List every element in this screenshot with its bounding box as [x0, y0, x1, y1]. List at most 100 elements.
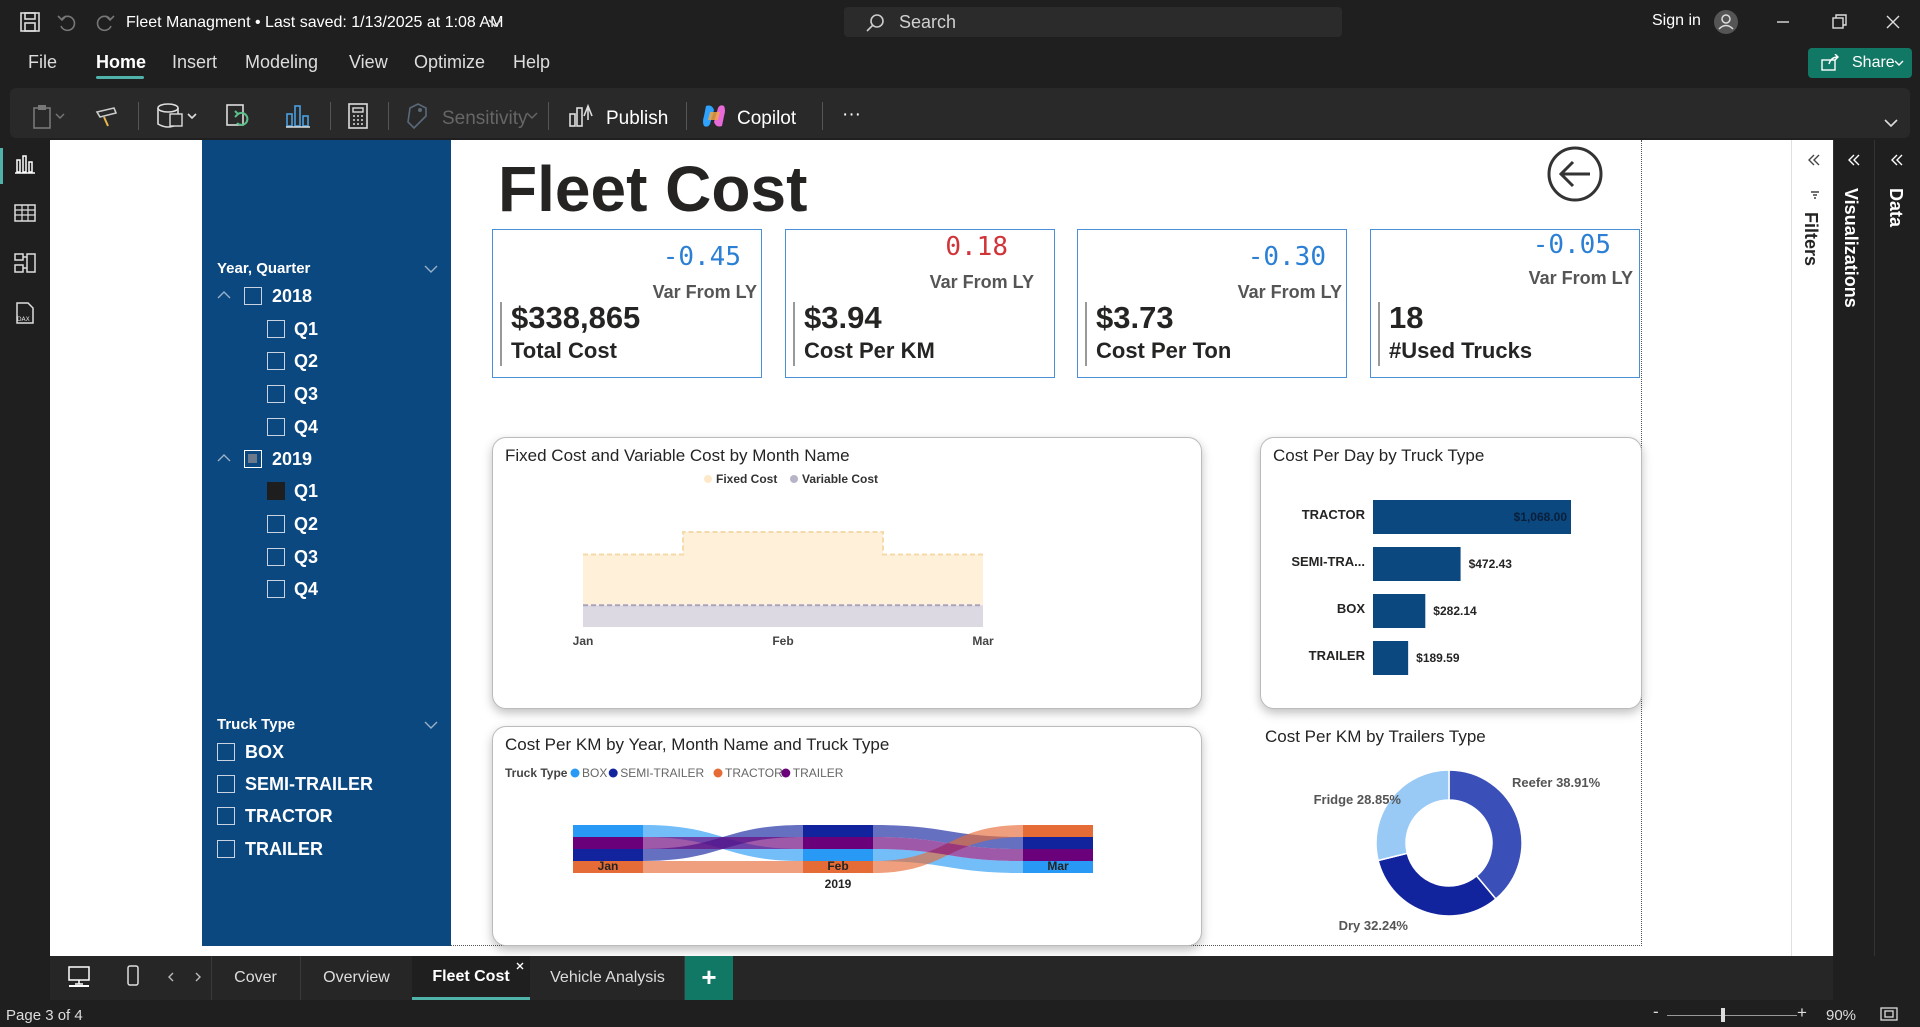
share-button[interactable]: Share: [1808, 48, 1912, 78]
checkbox-2019-q1[interactable]: [267, 482, 285, 500]
undo-icon[interactable]: [56, 11, 78, 33]
checkbox-box[interactable]: [217, 743, 235, 761]
minimize-icon[interactable]: [1772, 11, 1794, 33]
redo-icon[interactable]: [94, 11, 116, 33]
data-pane[interactable]: Data: [1874, 140, 1920, 956]
filters-pane[interactable]: Filters: [1791, 140, 1833, 956]
copilot-button[interactable]: Copilot: [737, 108, 797, 129]
visualizations-pane[interactable]: Visualizations: [1833, 140, 1873, 956]
visualizations-pane-label[interactable]: Visualizations: [1841, 188, 1861, 308]
sensitivity-button[interactable]: Sensitivity: [442, 108, 528, 129]
year-2018-label[interactable]: 2018: [272, 286, 313, 306]
report-view-icon[interactable]: [13, 152, 37, 176]
data-pane-label[interactable]: Data: [1886, 188, 1906, 228]
cost-per-day-chart[interactable]: Cost Per Day by Truck Type TRACTOR $1,068…: [1260, 437, 1642, 709]
truck-trailer-label[interactable]: TRAILER: [245, 839, 323, 859]
save-icon[interactable]: [19, 11, 41, 33]
fixed-variable-cost-chart[interactable]: Fixed Cost and Variable Cost by Month Na…: [492, 437, 1202, 709]
search-input[interactable]: Search: [844, 7, 1342, 37]
publish-button[interactable]: Publish: [606, 108, 669, 129]
refresh-icon[interactable]: [224, 102, 252, 130]
q4-2018-label[interactable]: Q4: [294, 417, 319, 437]
kpi-card-total-cost[interactable]: -0.45 Var From LY $338,865 Total Cost: [492, 229, 762, 378]
year-2019-label[interactable]: 2019: [272, 449, 313, 469]
checkbox-2019-q4[interactable]: [267, 580, 285, 598]
menu-home[interactable]: Home: [96, 52, 147, 72]
collapse-ribbon-icon[interactable]: [1884, 118, 1898, 128]
q1-2018-label[interactable]: Q1: [294, 319, 319, 339]
collapse-2019-icon[interactable]: [217, 453, 231, 463]
tab-fleet-cost[interactable]: Fleet Cost: [412, 956, 530, 1000]
menu-insert[interactable]: Insert: [172, 52, 218, 72]
tab-cover[interactable]: Cover: [211, 956, 299, 1000]
chevron-down-icon[interactable]: [424, 264, 438, 274]
truck-tractor-label[interactable]: TRACTOR: [245, 806, 333, 826]
zoom-out-button[interactable]: -: [1653, 1002, 1659, 1021]
get-data-icon[interactable]: [154, 102, 200, 130]
desktop-layout-icon[interactable]: [66, 964, 92, 988]
expand-icon[interactable]: [1808, 154, 1820, 166]
chevron-down-icon[interactable]: [424, 720, 438, 730]
table-view-icon[interactable]: [13, 201, 37, 225]
kpi-card-cost-per-km[interactable]: 0.18 Var From LY $3.94 Cost Per KM: [785, 229, 1055, 378]
new-visual-icon[interactable]: [284, 102, 312, 130]
checkbox-tractor[interactable]: [217, 807, 235, 825]
close-icon[interactable]: [1882, 11, 1904, 33]
cost-per-km-ribbon-chart[interactable]: Cost Per KM by Year, Month Name and Truc…: [492, 726, 1202, 946]
donut-chart-plot[interactable]: Reefer 38.91% Dry 32.24% Fridge 28.85%: [1260, 750, 1642, 946]
checkbox-trailer[interactable]: [217, 840, 235, 858]
chevron-down-icon[interactable]: [484, 13, 506, 35]
menu-optimize[interactable]: Optimize: [414, 52, 486, 72]
format-painter-icon[interactable]: [94, 104, 120, 130]
expand-icon[interactable]: [1848, 154, 1860, 166]
q3-2019-label[interactable]: Q3: [294, 547, 319, 567]
checkbox-2018-q1[interactable]: [267, 320, 285, 338]
zoom-slider-track[interactable]: [1667, 1015, 1797, 1016]
sign-in-link[interactable]: Sign in: [1652, 12, 1701, 29]
copilot-icon[interactable]: [700, 102, 728, 130]
checkbox-2019-q2[interactable]: [267, 515, 285, 533]
checkbox-2018-q2[interactable]: [267, 352, 285, 370]
q1-2019-label[interactable]: Q1: [294, 481, 319, 501]
truck-box-label[interactable]: BOX: [245, 742, 285, 762]
more-options-button[interactable]: ···: [842, 104, 861, 125]
zoom-level[interactable]: 90%: [1826, 1007, 1857, 1024]
checkbox-semi-trailer[interactable]: [217, 775, 235, 793]
collapse-2018-icon[interactable]: [217, 290, 231, 300]
kpi-card-cost-per-ton[interactable]: -0.30 Var From LY $3.73 Cost Per Ton: [1077, 229, 1347, 378]
checkbox-2019-q3[interactable]: [267, 548, 285, 566]
q4-2019-label[interactable]: Q4: [294, 579, 319, 599]
mobile-layout-icon[interactable]: [125, 964, 141, 988]
publish-icon[interactable]: [568, 102, 594, 130]
menu-view[interactable]: View: [349, 52, 388, 72]
zoom-slider-thumb[interactable]: [1721, 1008, 1725, 1022]
paste-icon[interactable]: [32, 104, 72, 130]
checkbox-2018[interactable]: [244, 287, 262, 305]
tab-overview[interactable]: Overview: [300, 956, 412, 1000]
fit-to-page-icon[interactable]: [1880, 1006, 1898, 1022]
q2-2018-label[interactable]: Q2: [294, 351, 319, 371]
menu-modeling[interactable]: Modeling: [245, 52, 319, 72]
calculator-icon[interactable]: [346, 102, 370, 130]
add-page-button[interactable]: +: [685, 956, 733, 1000]
scroll-left-icon[interactable]: [166, 972, 176, 982]
dax-query-view-icon[interactable]: DAX: [13, 301, 37, 325]
q2-2019-label[interactable]: Q2: [294, 514, 319, 534]
scroll-right-icon[interactable]: [193, 972, 203, 982]
expand-icon[interactable]: [1891, 154, 1903, 166]
q3-2018-label[interactable]: Q3: [294, 384, 319, 404]
filters-pane-label[interactable]: Filters: [1801, 212, 1821, 267]
close-tab-icon[interactable]: [516, 962, 524, 970]
checkbox-2018-q3[interactable]: [267, 385, 285, 403]
user-avatar-icon[interactable]: [1713, 9, 1739, 35]
model-view-icon[interactable]: [13, 251, 37, 275]
kpi-card-used-trucks[interactable]: -0.05 Var From LY 18 #Used Trucks: [1370, 229, 1640, 378]
sensitivity-icon[interactable]: [406, 102, 432, 130]
menu-file[interactable]: File: [28, 52, 58, 72]
restore-icon[interactable]: [1828, 11, 1850, 33]
checkbox-2018-q4[interactable]: [267, 418, 285, 436]
back-arrow-icon[interactable]: [1546, 145, 1604, 203]
zoom-in-button[interactable]: +: [1797, 1003, 1807, 1022]
menu-help[interactable]: Help: [513, 52, 551, 72]
truck-semi-trailer-label[interactable]: SEMI-TRAILER: [245, 774, 373, 794]
